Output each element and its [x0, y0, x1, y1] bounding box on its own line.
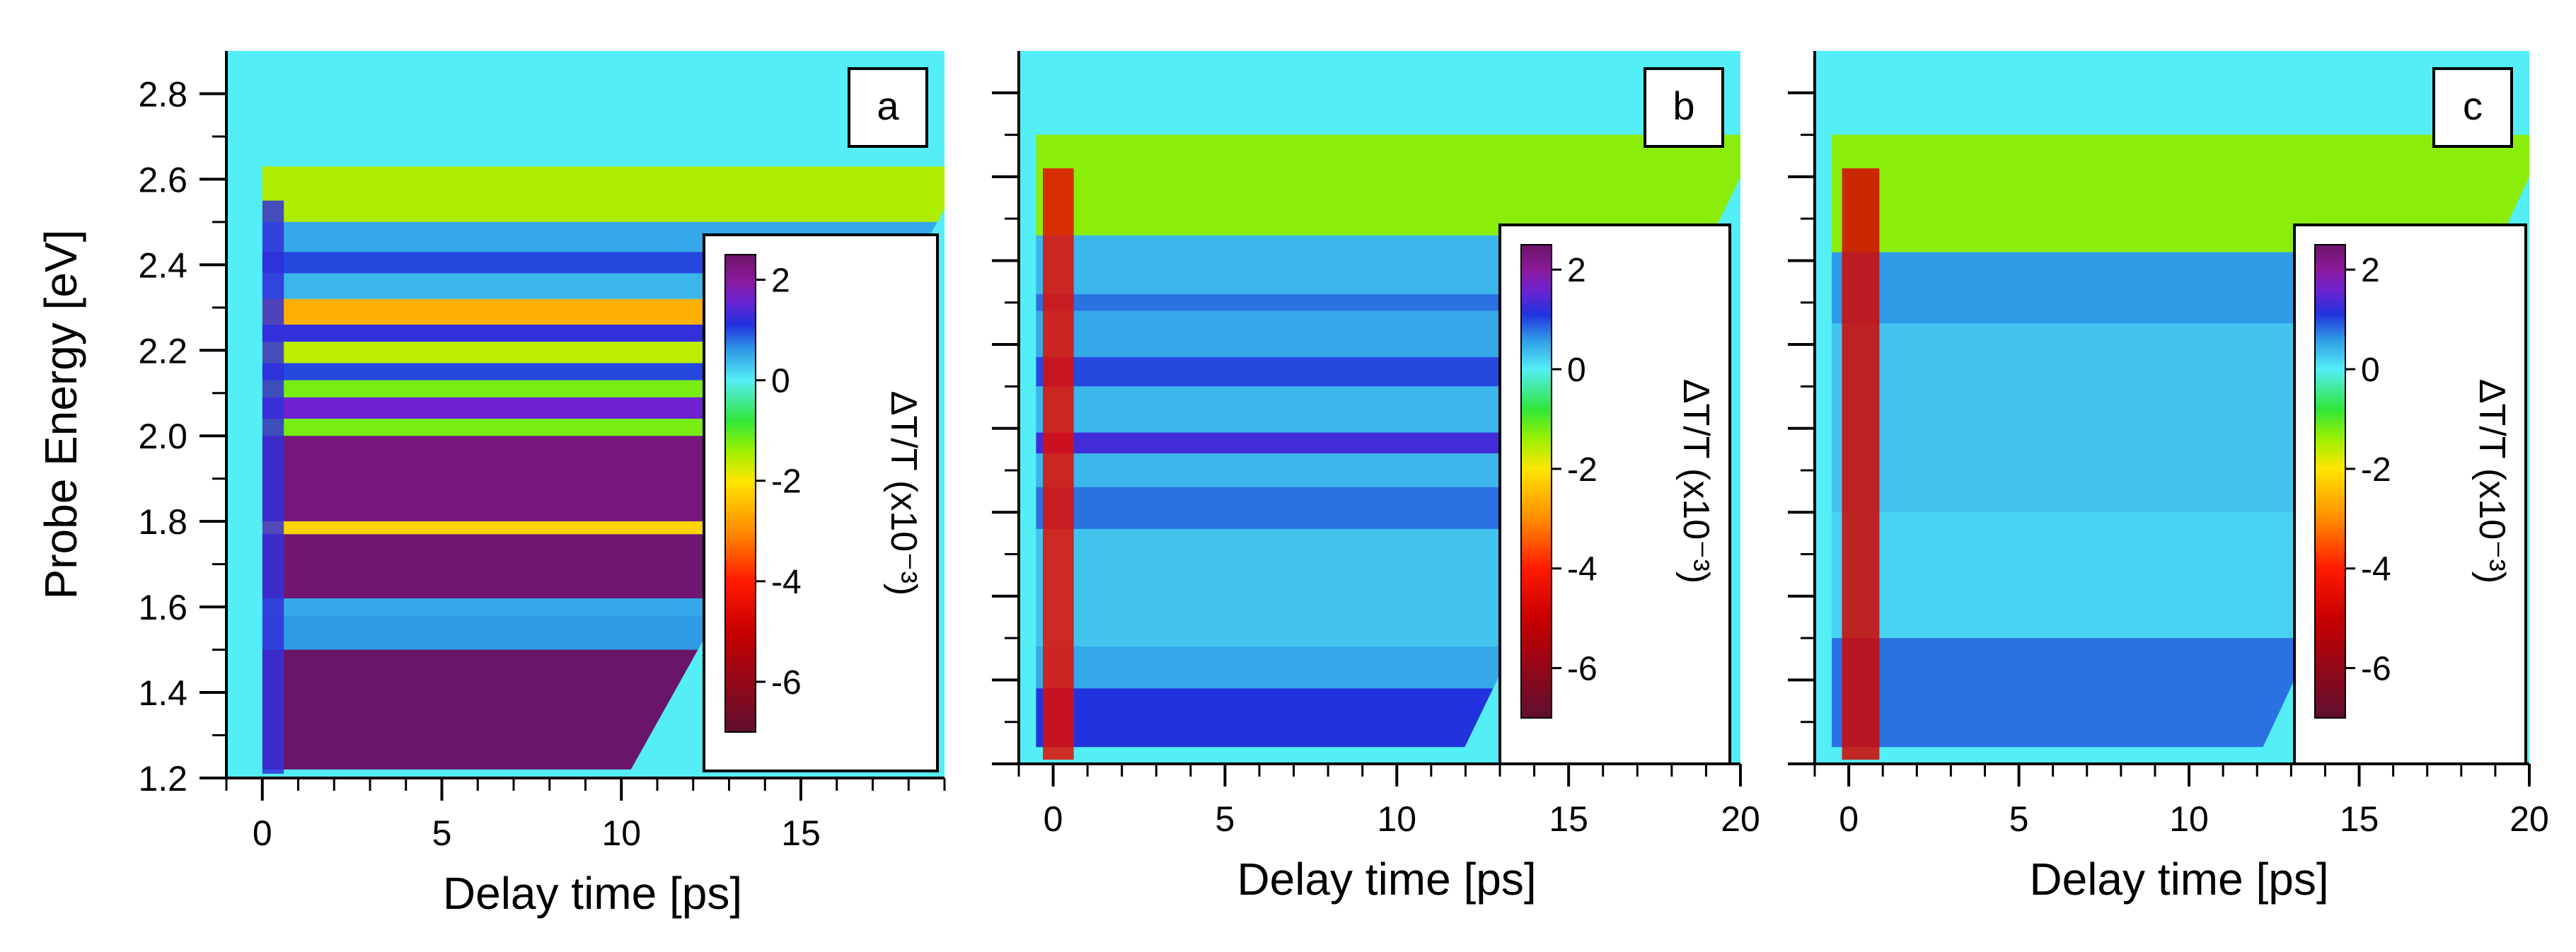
x-tick-label: 20	[2509, 799, 2549, 839]
x-tick-label: 0	[1044, 799, 1063, 839]
early-time-feature	[262, 200, 284, 774]
colorbar-tick-label: -6	[2361, 651, 2391, 688]
y-tick-label: 1.6	[138, 588, 187, 627]
colorbar-tick-label: 0	[771, 363, 790, 400]
x-tick-label: 10	[1377, 799, 1416, 839]
colorbar-tick-label: -2	[771, 463, 802, 501]
colorbar-tick-label: 0	[1567, 352, 1586, 389]
colorbar-tick-label: -2	[1567, 451, 1598, 489]
colorbar-tick-label: -4	[2361, 551, 2391, 588]
x-tick-label: 5	[1215, 799, 1235, 839]
heatmap-band-0	[262, 166, 945, 222]
panel-label: b	[1673, 83, 1694, 128]
y-tick-label: 1.4	[138, 673, 187, 713]
colorbar-tick-label: -6	[771, 664, 802, 702]
y-tick-label: 1.2	[138, 759, 187, 799]
panel-label-box	[1644, 67, 1724, 148]
y-axis-title: Probe Energy [eV]	[35, 230, 86, 600]
colorbar-label: ΔT/T (x10⁻³)	[2471, 379, 2512, 584]
colorbar-tick-label: -4	[771, 564, 802, 601]
colorbar-gradient	[2314, 244, 2346, 719]
heatmap-band-0	[1036, 134, 1740, 236]
x-tick-label: 20	[1721, 799, 1760, 839]
x-tick-label: 5	[432, 813, 452, 853]
y-tick-label: 2.2	[138, 331, 187, 371]
colorbar-label: ΔT/T (x10⁻³)	[883, 391, 924, 596]
y-tick-label: 2.0	[138, 417, 187, 456]
y-tick-label: 2.8	[138, 74, 187, 114]
y-tick-label: 2.4	[138, 245, 187, 285]
colorbar-gradient	[1520, 244, 1552, 719]
colorbar-tick-label: -6	[1567, 651, 1598, 688]
x-axis-title: Delay time [ps]	[1237, 854, 1536, 905]
panel-label-box	[2432, 67, 2513, 148]
colorbar-tick-label: 2	[2361, 252, 2380, 289]
x-axis-title: Delay time [ps]	[443, 868, 742, 919]
x-tick-label: 10	[601, 813, 641, 853]
x-tick-label: 0	[253, 813, 272, 853]
x-axis-title: Delay time [ps]	[2029, 854, 2328, 905]
y-tick-label: 1.8	[138, 502, 187, 542]
colorbar-tick-label: -4	[1567, 551, 1598, 588]
colorbar-gradient	[724, 254, 756, 733]
x-tick-label: 10	[2169, 799, 2209, 839]
panel-label: a	[877, 83, 899, 128]
colorbar-tick-label: 0	[2361, 352, 2380, 389]
panel-a: 1.2 1.4 1.6 1.8 2.0 2.2 2.4 2.6 2.8 0 5 10 15 Delay t…	[35, 51, 946, 919]
x-tick-label: 5	[2009, 799, 2029, 839]
y-tick-label: 2.6	[138, 160, 187, 199]
panel-label-box	[848, 67, 928, 148]
early-time-feature	[1043, 168, 1074, 760]
colorbar-tick-label: -2	[2361, 451, 2391, 489]
colorbar-tick-label: 2	[771, 262, 790, 300]
colorbar-label: ΔT/T (x10⁻³)	[1675, 379, 1716, 584]
panel-label: c	[2463, 83, 2483, 128]
x-tick-label: 15	[2340, 799, 2379, 839]
early-time-feature	[1842, 168, 1880, 760]
x-tick-label: 0	[1839, 799, 1859, 839]
colorbar-tick-label: 2	[1567, 252, 1586, 289]
x-tick-label: 15	[1549, 799, 1588, 839]
x-tick-label: 15	[781, 813, 821, 853]
